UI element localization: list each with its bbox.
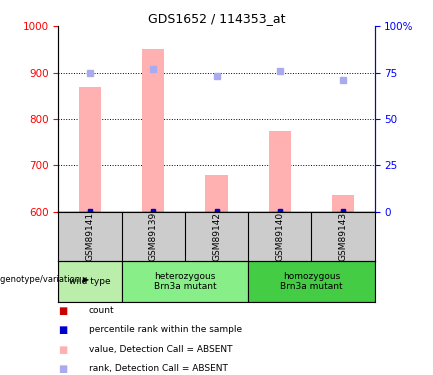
Bar xyxy=(248,261,375,302)
Text: heterozygous
Brn3a mutant: heterozygous Brn3a mutant xyxy=(154,272,216,291)
Text: rank, Detection Call = ABSENT: rank, Detection Call = ABSENT xyxy=(89,364,228,373)
Text: GSM89139: GSM89139 xyxy=(149,211,158,261)
Text: GSM89143: GSM89143 xyxy=(339,211,347,261)
Title: GDS1652 / 114353_at: GDS1652 / 114353_at xyxy=(148,12,285,25)
Bar xyxy=(332,195,354,212)
Bar xyxy=(142,50,165,212)
Bar xyxy=(58,261,122,302)
Bar xyxy=(268,130,291,212)
Text: GSM89140: GSM89140 xyxy=(275,211,284,261)
Bar xyxy=(205,175,228,212)
Text: ■: ■ xyxy=(58,345,68,355)
Text: value, Detection Call = ABSENT: value, Detection Call = ABSENT xyxy=(89,345,232,354)
Text: homozygous
Brn3a mutant: homozygous Brn3a mutant xyxy=(280,272,343,291)
Text: GSM89142: GSM89142 xyxy=(212,212,221,261)
Text: wild type: wild type xyxy=(69,277,111,286)
Text: GSM89141: GSM89141 xyxy=(86,211,94,261)
Text: ■: ■ xyxy=(58,325,68,335)
Text: genotype/variation ▶: genotype/variation ▶ xyxy=(0,275,89,284)
Text: ■: ■ xyxy=(58,364,68,374)
Text: percentile rank within the sample: percentile rank within the sample xyxy=(89,325,242,334)
Text: ■: ■ xyxy=(58,306,68,316)
Bar xyxy=(79,87,101,212)
Bar xyxy=(122,261,248,302)
Text: count: count xyxy=(89,306,114,315)
